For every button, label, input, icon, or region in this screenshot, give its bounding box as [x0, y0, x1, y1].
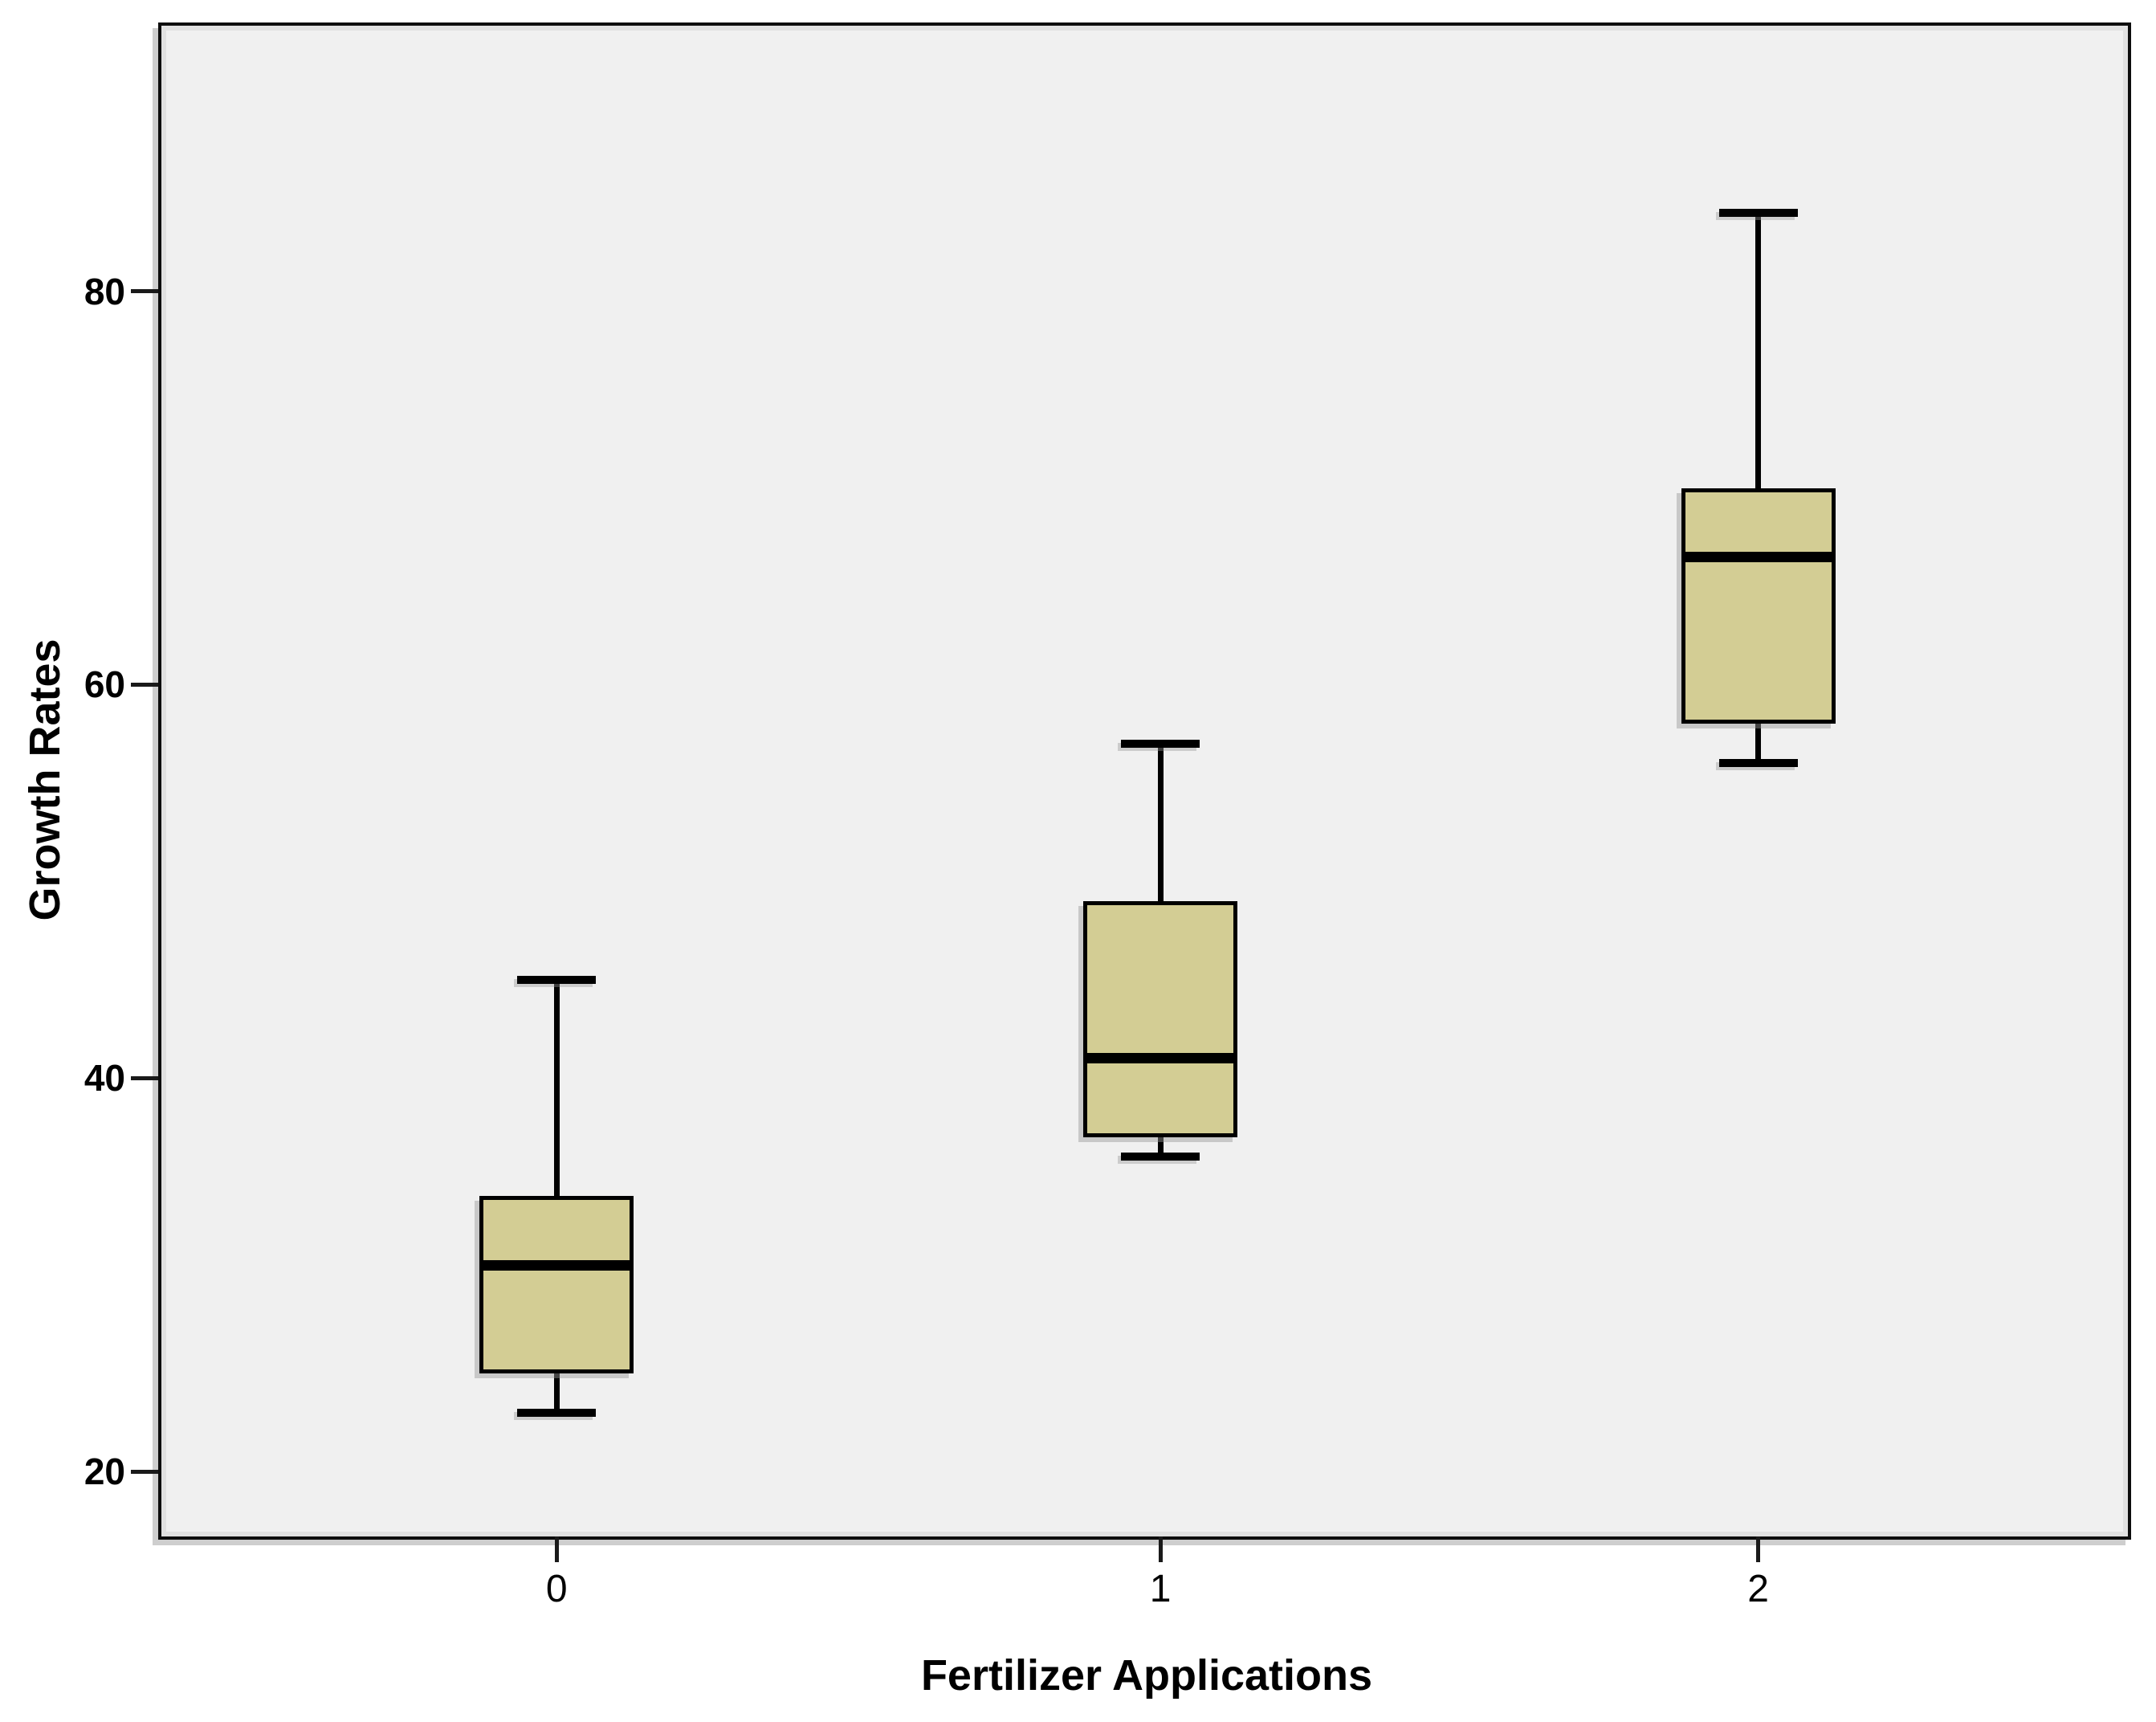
box-whisker-lower — [1157, 1136, 1164, 1157]
y-tick-label: 60 — [84, 663, 125, 706]
box-whisker-cap-lower — [1121, 1153, 1200, 1161]
box-rect — [1681, 488, 1836, 724]
y-tick-mark — [131, 289, 158, 294]
box-whisker-lower — [553, 1373, 560, 1413]
x-category-label: 1 — [1149, 1568, 1172, 1610]
x-category-label: 0 — [545, 1568, 568, 1610]
y-tick-label: 40 — [84, 1057, 125, 1100]
x-category-label: 2 — [1747, 1568, 1769, 1610]
box-whisker-upper — [1755, 212, 1762, 488]
y-tick-mark — [131, 682, 158, 687]
x-tick-mark — [554, 1536, 559, 1562]
box-rect — [479, 1196, 634, 1373]
box-whisker-cap-lower — [1718, 759, 1798, 768]
plot-area: 20 40 60 80 0 1 2 — [84, 22, 2131, 1610]
x-axis-title: Fertilizer Applications — [920, 1651, 1373, 1700]
y-tick-label: 20 — [84, 1451, 125, 1493]
box-whisker-cap-upper — [1718, 208, 1798, 217]
box-median-line — [1083, 1053, 1238, 1064]
box-whisker-cap-upper — [517, 975, 597, 984]
box-whisker-cap-lower — [517, 1408, 597, 1417]
box-median-line — [1681, 551, 1836, 562]
x-tick-mark — [1756, 1536, 1761, 1562]
y-tick-mark — [131, 1075, 158, 1080]
box-median-line — [479, 1259, 634, 1271]
y-tick-mark — [131, 1469, 158, 1474]
box-whisker-lower — [1755, 724, 1762, 764]
x-tick-mark — [1158, 1536, 1163, 1562]
box-whisker-upper — [553, 979, 560, 1197]
y-tick-label: 80 — [84, 270, 125, 312]
box-rect — [1083, 900, 1238, 1137]
box-whisker-cap-upper — [1121, 739, 1200, 748]
box-whisker-upper — [1157, 743, 1164, 901]
